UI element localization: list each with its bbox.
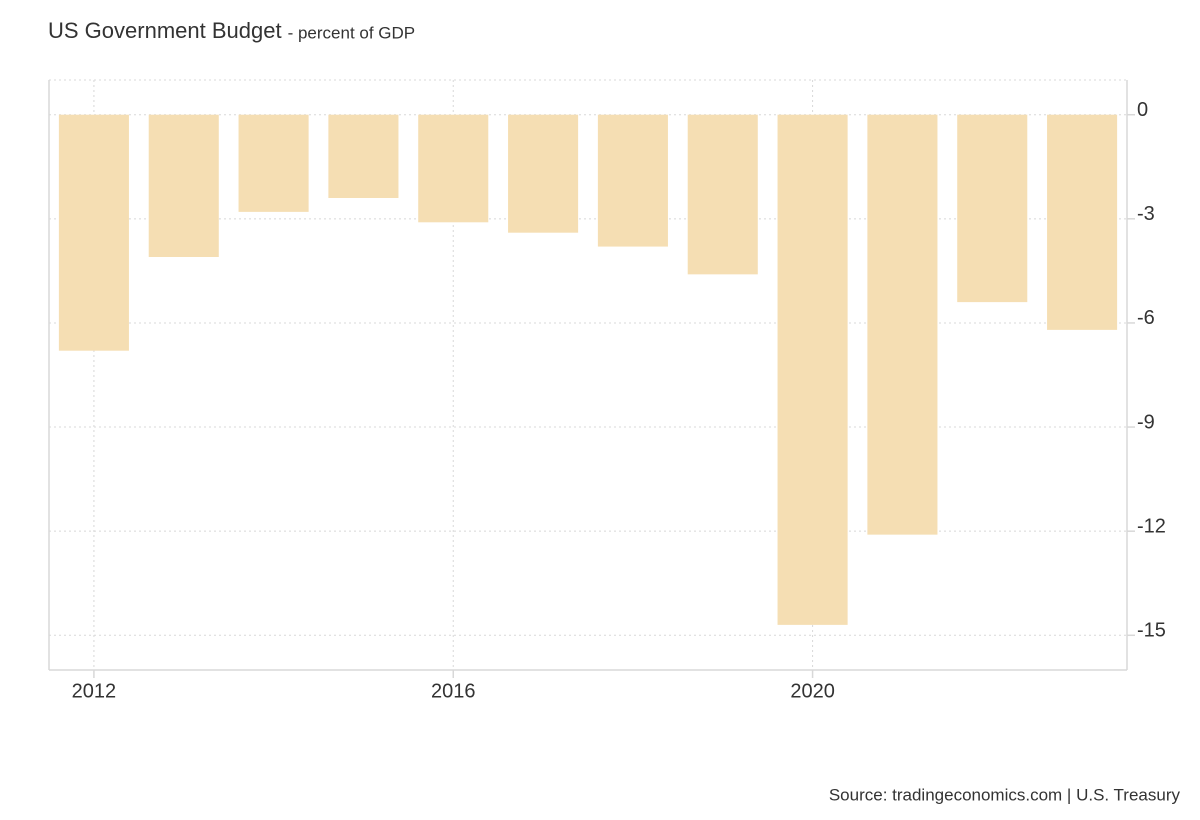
x-tick-label: 2012	[72, 680, 117, 702]
y-tick-label: -6	[1137, 307, 1155, 329]
source: Source: tradingeconomics.com | U.S. Trea…	[829, 785, 1181, 804]
bar	[597, 114, 668, 247]
x-tick-label: 2016	[431, 680, 476, 702]
bar	[867, 114, 938, 535]
chart-subtitle: - percent of GDP	[288, 23, 416, 42]
y-tick-label: 0	[1137, 99, 1148, 121]
bar	[418, 114, 489, 223]
bar	[1047, 114, 1118, 330]
y-tick-label: -3	[1137, 203, 1155, 225]
bar	[508, 114, 579, 233]
bar	[687, 114, 758, 275]
bar	[957, 114, 1028, 303]
bar	[148, 114, 219, 258]
bar	[328, 114, 399, 198]
y-tick-label: -12	[1137, 515, 1166, 537]
y-tick-label: -15	[1137, 620, 1166, 642]
bar	[58, 114, 129, 351]
bar	[777, 114, 848, 625]
bar	[238, 114, 309, 212]
y-tick-label: -9	[1137, 411, 1155, 433]
x-tick-label: 2020	[790, 680, 835, 702]
chart-title: US Government Budget	[48, 18, 282, 43]
